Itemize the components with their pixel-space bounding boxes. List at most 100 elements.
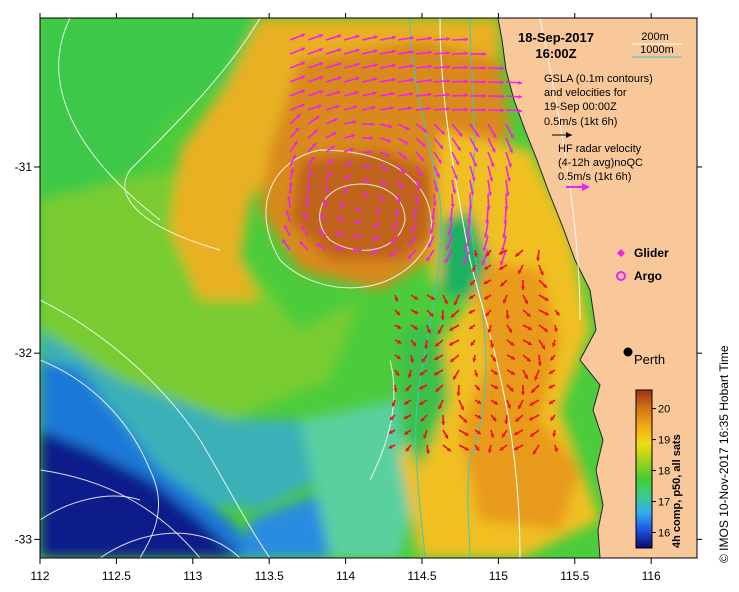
hf-arrow-head xyxy=(388,444,393,449)
hf-arrow-head xyxy=(397,339,402,344)
glider-marker-icon xyxy=(617,249,625,257)
hf-arrow-head xyxy=(405,387,410,392)
hf-arrow-head xyxy=(438,405,443,410)
argo-label: Argo xyxy=(634,269,662,283)
gsla-arrow-head xyxy=(388,124,393,129)
gsla-arrow-head xyxy=(308,170,313,174)
gsla-arrow-head xyxy=(410,63,414,69)
hf-arrow-head xyxy=(421,358,426,363)
hf-arrow-head xyxy=(487,328,492,333)
gsla-arrow-head xyxy=(426,257,431,262)
gsla-arrow-head xyxy=(427,106,431,111)
gsla-arrow-head xyxy=(446,36,450,42)
gsla-arrow-head xyxy=(354,220,358,225)
hf-arrow-head xyxy=(475,446,480,451)
gsla-arrow-head xyxy=(435,173,440,178)
gsla-arrow-head xyxy=(500,94,504,99)
gsla-arrow-head xyxy=(335,104,340,109)
hf-arrow-head xyxy=(515,252,520,257)
gsla-arrow-head xyxy=(499,261,504,266)
hf-arrow-head xyxy=(534,376,539,381)
gsla-arrow-head xyxy=(506,177,511,182)
hf-arrow-head xyxy=(541,345,545,350)
gsla-arrow-head xyxy=(462,260,467,265)
legend-hf-line2: (4-12h avg)noQC xyxy=(558,157,643,169)
hf-arrow-head xyxy=(450,313,455,318)
hf-arrow-head xyxy=(474,372,479,377)
gsla-arrow-head xyxy=(385,152,390,157)
longitude-axis: 112 112.5 113 113.5 114 114.5 115 115.5 116 xyxy=(30,13,661,583)
hf-arrow-head xyxy=(486,252,490,257)
gsla-arrow-head xyxy=(428,36,432,41)
latitude-axis: -31 -32 -33 xyxy=(15,160,702,546)
gsla-arrow-head xyxy=(483,234,488,238)
gsla-arrow-head xyxy=(468,205,473,210)
gsla-arrow-head xyxy=(409,92,414,97)
legend-hf-line1: HF radar velocity xyxy=(558,143,642,155)
gsla-arrow-head xyxy=(447,231,452,236)
gsla-arrow-head xyxy=(489,177,494,182)
hf-arrow-head xyxy=(441,421,446,425)
gsla-arrow-head xyxy=(327,171,331,176)
hf-arrow-head xyxy=(397,325,402,329)
gsla-arrow-head xyxy=(304,197,310,202)
gsla-arrow-head xyxy=(464,246,469,251)
hf-arrow-head xyxy=(407,373,412,378)
gsla-arrow-head xyxy=(348,161,353,166)
hf-arrow-head xyxy=(502,433,506,438)
gsla-arrow-head xyxy=(452,189,457,194)
hf-arrow-head xyxy=(429,312,434,317)
gsla-arrow-head xyxy=(369,136,374,141)
hf-arrow-head xyxy=(499,250,504,255)
x-tick-label: 115 xyxy=(489,569,508,583)
hf-arrow-head xyxy=(450,358,455,362)
x-tick-label: 113 xyxy=(183,569,202,583)
gsla-arrow-head xyxy=(391,35,396,40)
hf-arrow-head xyxy=(553,328,558,332)
gsla-arrow-head xyxy=(428,50,432,55)
gsla-arrow-head xyxy=(470,191,475,196)
gsla-arrow-head xyxy=(373,49,378,54)
gsla-arrow-head xyxy=(458,132,463,137)
hf-arrow-head xyxy=(476,400,481,404)
hf-arrow-head xyxy=(434,356,439,361)
gsla-arrow-head xyxy=(313,129,318,134)
gsla-arrow-head xyxy=(416,186,421,191)
hf-arrow-head xyxy=(390,416,394,420)
gsla-arrow-head xyxy=(376,211,381,216)
gsla-arrow-head xyxy=(306,183,311,188)
hf-arrow-head xyxy=(483,280,488,285)
hf-arrow-head xyxy=(404,400,409,405)
hf-arrow-head xyxy=(449,341,454,346)
x-tick-label: 114 xyxy=(336,569,355,583)
gsla-arrow-head xyxy=(324,185,330,189)
gsla-arrow-head xyxy=(500,80,504,85)
hf-arrow-head xyxy=(493,400,498,405)
hf-arrow-head xyxy=(446,447,451,452)
gsla-arrow-head xyxy=(351,248,356,253)
x-tick-label: 115.5 xyxy=(560,569,589,583)
hf-arrow-head xyxy=(544,297,549,301)
hf-arrow-head xyxy=(413,295,418,300)
gsla-arrow-head xyxy=(465,233,470,238)
gsla-arrow-head xyxy=(336,90,341,95)
gsla-arrow-head xyxy=(405,126,410,131)
gsla-arrow-head xyxy=(464,93,468,98)
gsla-arrow-head xyxy=(373,63,378,68)
gsla-arrow-head xyxy=(518,108,522,113)
hf-arrow-head xyxy=(440,316,445,320)
gsla-arrow-head xyxy=(370,122,375,127)
gsla-arrow-head xyxy=(300,75,305,80)
gsla-arrow-head xyxy=(283,224,288,229)
hf-arrow-head xyxy=(549,370,554,374)
hf-arrow-head xyxy=(409,358,415,363)
legend-gsla-line1: GSLA (0.1m contours) xyxy=(544,73,653,85)
legend-gsla-scale: 0.5m/s (1kt 6h) xyxy=(544,116,617,128)
gsla-arrow-head xyxy=(282,239,287,244)
hf-arrow-head xyxy=(550,356,555,361)
legend-hf-scale: 0.5m/s (1kt 6h) xyxy=(558,171,631,183)
gsla-arrow-head xyxy=(300,33,305,38)
gsla-arrow-head xyxy=(391,49,396,54)
gsla-arrow-head xyxy=(464,37,468,42)
